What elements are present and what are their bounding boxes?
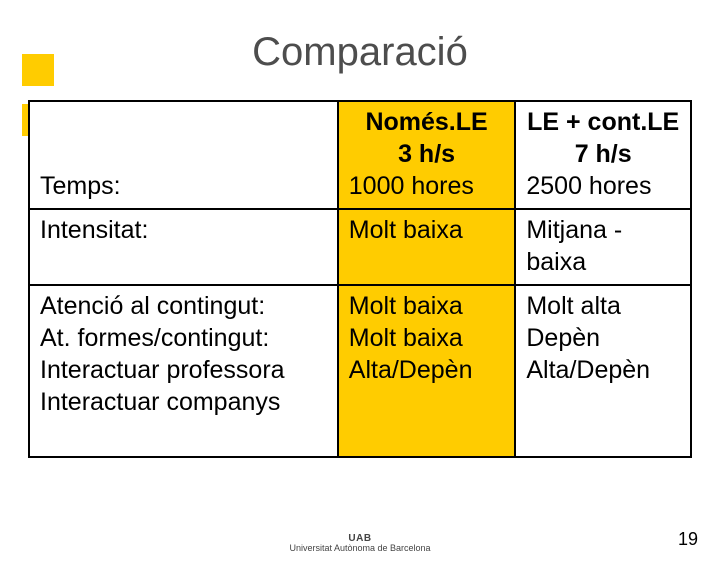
row-label: Intensitat:	[29, 209, 338, 285]
row-col-a: Molt baixa	[338, 209, 516, 285]
footer-logo: UAB Universitat Autònoma de Barcelona	[289, 533, 430, 554]
row-label-line: At. formes/contingut:	[40, 322, 327, 354]
row-col-b-multi: Molt alta Depèn Alta/Depèn	[515, 285, 691, 457]
title-area: Comparació	[0, 24, 720, 92]
comparison-table: Temps: Només.LE 3 h/s 1000 hores LE + co…	[28, 100, 692, 458]
row-label-spacer	[40, 418, 327, 450]
row-b-line: Molt alta	[526, 290, 680, 322]
table-header-row: Temps: Només.LE 3 h/s 1000 hores LE + co…	[29, 101, 691, 209]
row-label-line: Interactuar companys	[40, 386, 327, 418]
row-label-line: Interactuar professora	[40, 354, 327, 386]
slide-title: Comparació	[0, 30, 720, 75]
header-label: Temps:	[40, 172, 121, 200]
col-a-bot: 1000 hores	[349, 170, 505, 202]
row-a-line: Alta/Depèn	[349, 354, 505, 386]
row-b-line: Alta/Depèn	[526, 354, 680, 386]
row-col-b: Mitjana - baixa	[515, 209, 691, 285]
row-b-line: Depèn	[526, 322, 680, 354]
col-b-bot: 2500 hores	[526, 170, 680, 202]
row-label-multi: Atenció al contingut: At. formes/conting…	[29, 285, 338, 457]
header-col-b: LE + cont.LE 7 h/s 2500 hores	[515, 101, 691, 209]
col-a-top: Només.LE	[349, 106, 505, 138]
col-a-mid: 3 h/s	[349, 138, 505, 170]
comparison-table-area: Temps: Només.LE 3 h/s 1000 hores LE + co…	[28, 100, 692, 458]
col-b-top: LE + cont.LE	[526, 106, 680, 138]
table-row: Intensitat: Molt baixa Mitjana - baixa	[29, 209, 691, 285]
col-b-mid: 7 h/s	[526, 138, 680, 170]
row-a-line: Molt baixa	[349, 290, 505, 322]
row-a-line: Molt baixa	[349, 322, 505, 354]
row-col-a-multi: Molt baixa Molt baixa Alta/Depèn	[338, 285, 516, 457]
logo-line1: UAB	[289, 533, 430, 544]
header-col-a: Només.LE 3 h/s 1000 hores	[338, 101, 516, 209]
row-label-line: Atenció al contingut:	[40, 290, 327, 322]
header-label-cell: Temps:	[29, 101, 338, 209]
table-row: Atenció al contingut: At. formes/conting…	[29, 285, 691, 457]
logo-line2: Universitat Autònoma de Barcelona	[289, 544, 430, 554]
